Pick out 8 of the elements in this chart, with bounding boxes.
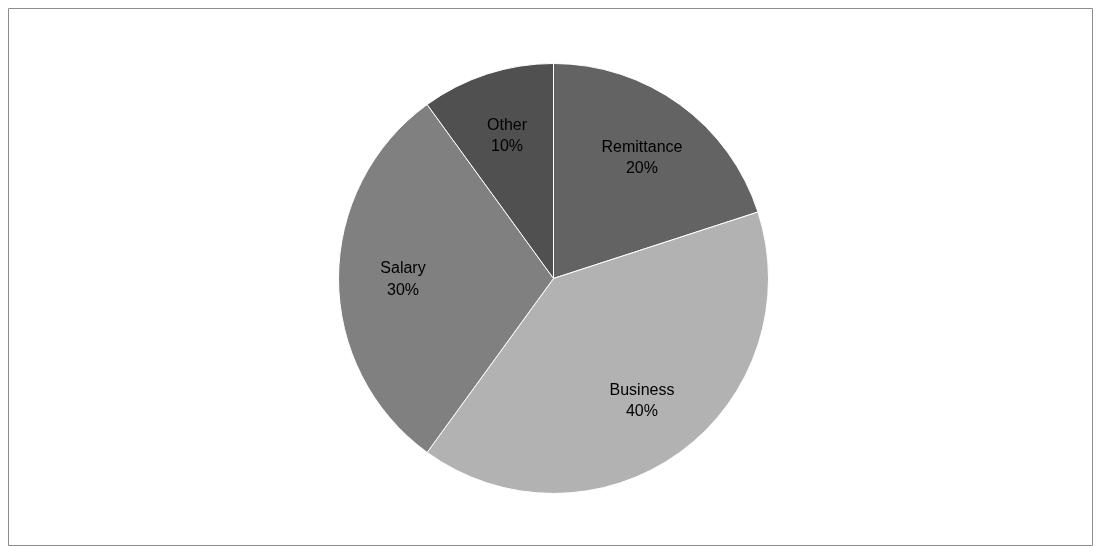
data-label: 10%	[490, 137, 524, 155]
slice-label: Remittance	[601, 137, 683, 155]
data-label: 30%	[387, 280, 420, 298]
data-label: 40%	[625, 402, 658, 420]
slice-label: Salary	[380, 259, 426, 277]
data-label: 20%	[625, 158, 658, 176]
slice-label: Other	[487, 116, 528, 134]
slice-label: Business	[609, 381, 675, 399]
